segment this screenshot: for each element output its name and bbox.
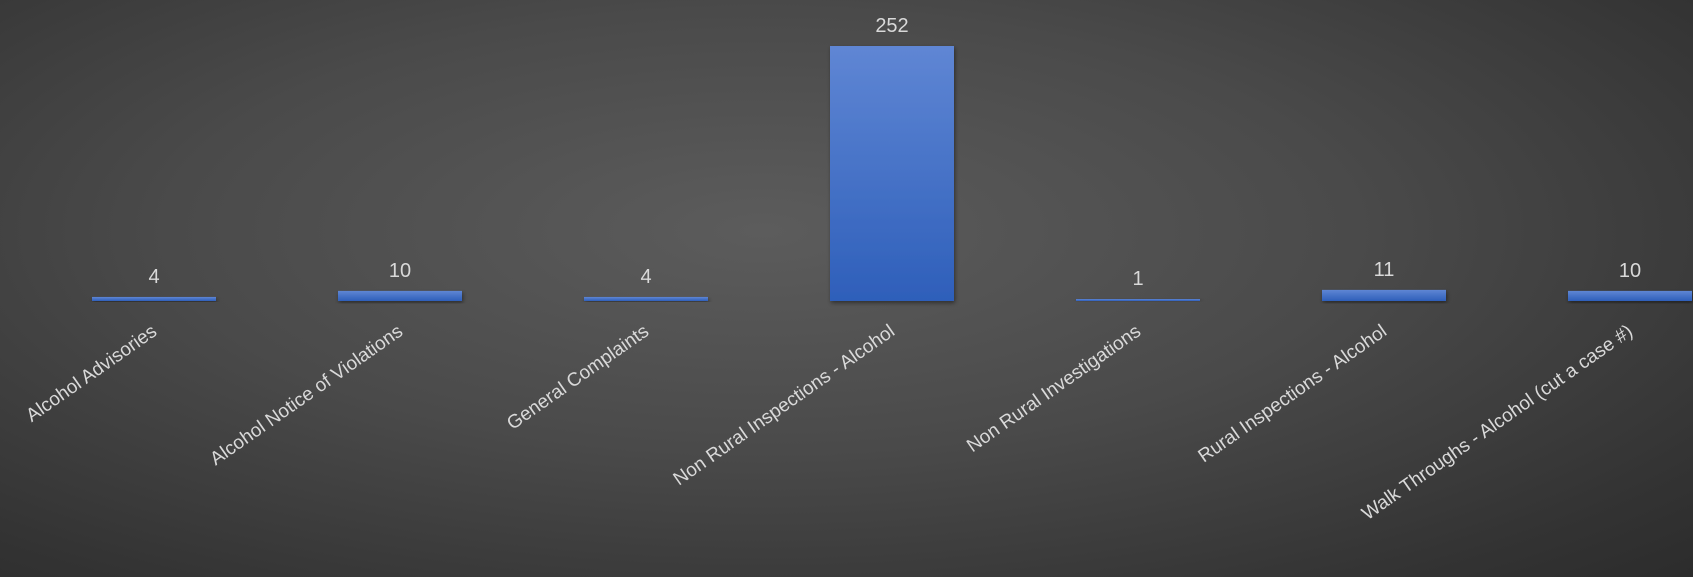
bar-walk-throughs-alcohol-cut-a-case [1568, 290, 1692, 301]
bar-alcohol-notice-of-violations [338, 290, 462, 301]
data-label-walk-throughs-alcohol-cut-a-case: 10 [1619, 260, 1641, 282]
bar-non-rural-inspections-alcohol [830, 46, 954, 301]
data-label-alcohol-notice-of-violations: 10 [389, 260, 411, 282]
category-label-non-rural-inspections-alcohol: Non Rural Inspections - Alcohol [670, 321, 899, 490]
data-label-alcohol-advisories: 4 [148, 266, 159, 288]
category-label-non-rural-investigations: Non Rural Investigations [963, 321, 1145, 457]
category-label-alcohol-advisories: Alcohol Advisories [23, 321, 161, 427]
data-label-non-rural-inspections-alcohol: 252 [875, 15, 908, 37]
bars-layer [92, 46, 1692, 301]
bar-alcohol-advisories [92, 296, 216, 301]
data-label-non-rural-investigations: 1 [1132, 268, 1143, 290]
category-label-alcohol-notice-of-violations: Alcohol Notice of Violations [206, 321, 406, 470]
data-label-rural-inspections-alcohol: 11 [1374, 259, 1395, 281]
bar-non-rural-investigations [1076, 299, 1200, 301]
data-label-general-complaints: 4 [640, 266, 651, 288]
category-label-rural-inspections-alcohol: Rural Inspections - Alcohol [1195, 321, 1391, 467]
category-labels-layer: Alcohol Advisories Alcohol Notice of Viol… [23, 321, 1637, 525]
bar-rural-inspections-alcohol [1322, 289, 1446, 301]
bar-general-complaints [584, 296, 708, 301]
category-label-general-complaints: General Complaints [503, 321, 653, 435]
category-label-walk-throughs-alcohol-cut-a-case: Walk Throughs - Alcohol (cut a case #) [1358, 321, 1636, 525]
